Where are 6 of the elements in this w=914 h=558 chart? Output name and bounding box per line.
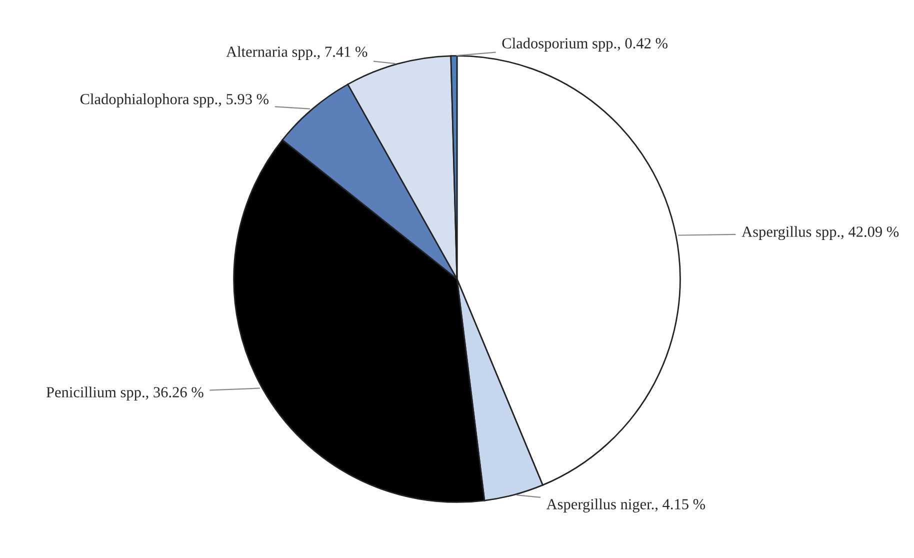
slice-label: Aspergillus spp., 42.09 %: [742, 226, 899, 240]
slice-label: Penicillium spp., 36.26 %: [46, 386, 204, 400]
slice-label: Cladophialophora spp., 5.93 %: [80, 94, 269, 108]
slice-label: Cladosporium spp., 0.42 %: [502, 38, 668, 52]
slice-label: Alternaria spp., 7.41 %: [226, 46, 368, 60]
slice-label: Aspergillus niger., 4.15 %: [546, 498, 706, 513]
